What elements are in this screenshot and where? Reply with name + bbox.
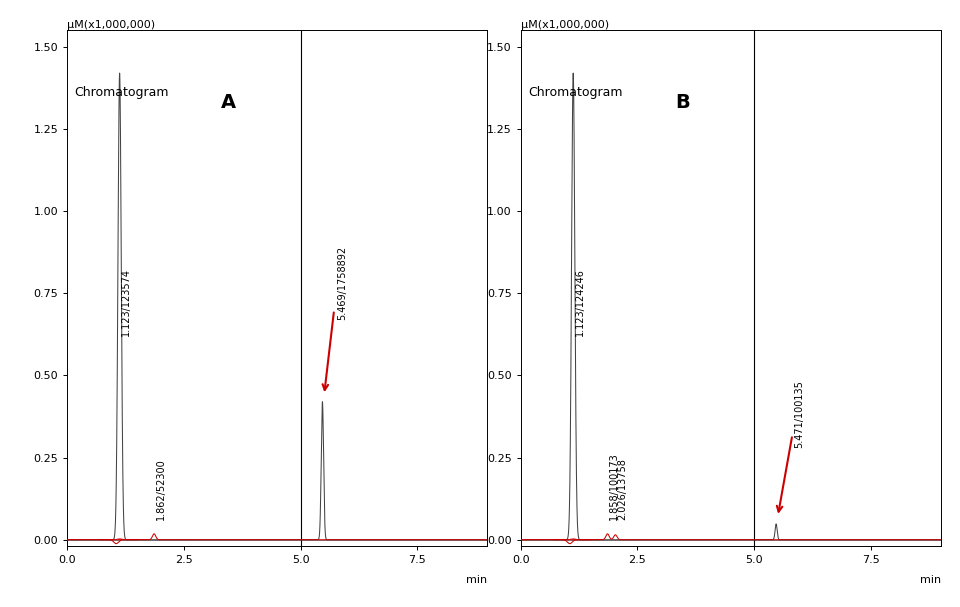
Text: 1.858/100173: 1.858/100173 bbox=[609, 452, 619, 520]
Text: 1.123/123574: 1.123/123574 bbox=[121, 268, 132, 336]
Text: Chromatogram: Chromatogram bbox=[74, 86, 169, 99]
Text: Chromatogram: Chromatogram bbox=[528, 86, 622, 99]
Text: 2.026/13758: 2.026/13758 bbox=[617, 458, 627, 520]
Text: 5.469/1758892: 5.469/1758892 bbox=[337, 245, 348, 319]
Text: A: A bbox=[221, 93, 236, 112]
Text: 1.862/52300: 1.862/52300 bbox=[156, 458, 166, 520]
Text: B: B bbox=[675, 93, 689, 112]
Text: μM(x1,000,000): μM(x1,000,000) bbox=[520, 21, 609, 30]
Text: min: min bbox=[920, 575, 941, 585]
Text: 1.123/124246: 1.123/124246 bbox=[575, 268, 585, 336]
Text: min: min bbox=[466, 575, 487, 585]
Text: 5.471/100135: 5.471/100135 bbox=[794, 380, 804, 448]
Text: μM(x1,000,000): μM(x1,000,000) bbox=[67, 21, 156, 30]
